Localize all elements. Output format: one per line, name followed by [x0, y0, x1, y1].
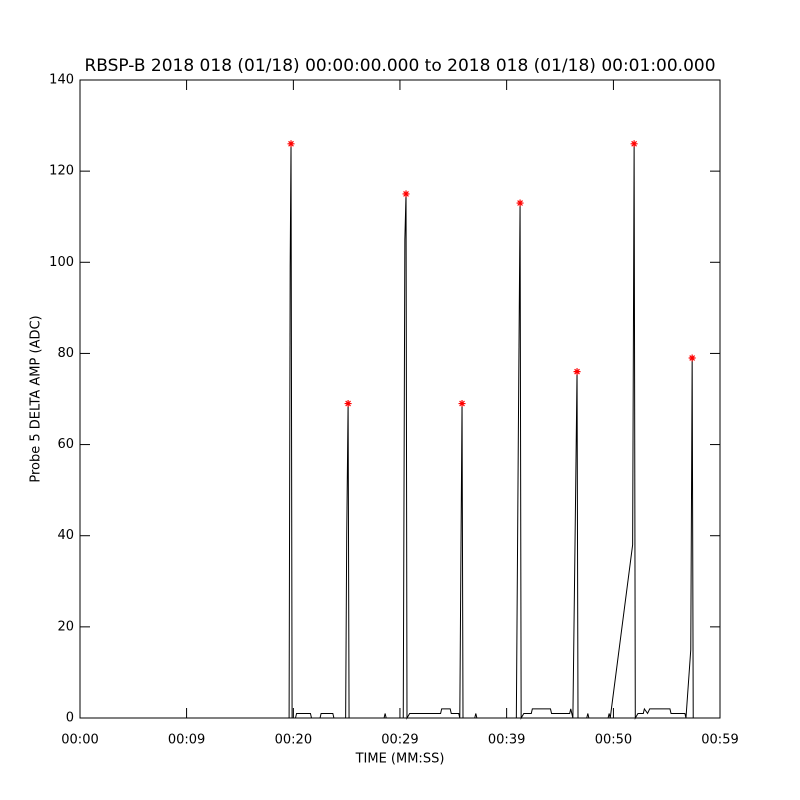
peak-marker [344, 400, 352, 408]
plot-frame [79, 79, 721, 719]
peak-marker [516, 199, 524, 207]
y-tick-label: 60 [57, 437, 74, 452]
x-tick-label: 00:00 [61, 733, 98, 748]
y-tick-label: 0 [66, 711, 74, 726]
data-line [80, 143, 695, 720]
y-tick-label: 100 [49, 255, 74, 270]
chart-title: RBSP-B 2018 018 (01/18) 00:00:00.000 to … [84, 56, 715, 76]
x-tick-label: 00:59 [701, 733, 738, 748]
peak-marker [402, 190, 410, 198]
y-tick-label: 140 [49, 73, 74, 88]
x-tick-label: 00:09 [168, 733, 205, 748]
x-tick-label: 00:20 [275, 733, 312, 748]
x-tick-label: 00:50 [595, 733, 632, 748]
peak-marker [458, 400, 466, 408]
peak-marker [688, 354, 696, 362]
x-tick-label: 00:39 [488, 733, 525, 748]
x-axis-title: TIME (MM:SS) [355, 752, 445, 767]
x-tick-label: 00:29 [381, 733, 418, 748]
y-tick-label: 120 [49, 164, 74, 179]
y-tick-label: 40 [57, 528, 74, 543]
peak-marker [287, 140, 295, 148]
peak-marker [573, 368, 581, 376]
y-tick-label: 80 [57, 346, 74, 361]
peak-marker [630, 140, 638, 148]
y-tick-label: 20 [57, 619, 74, 634]
y-axis-title: Probe 5 DELTA AMP (ADC) [29, 315, 44, 482]
